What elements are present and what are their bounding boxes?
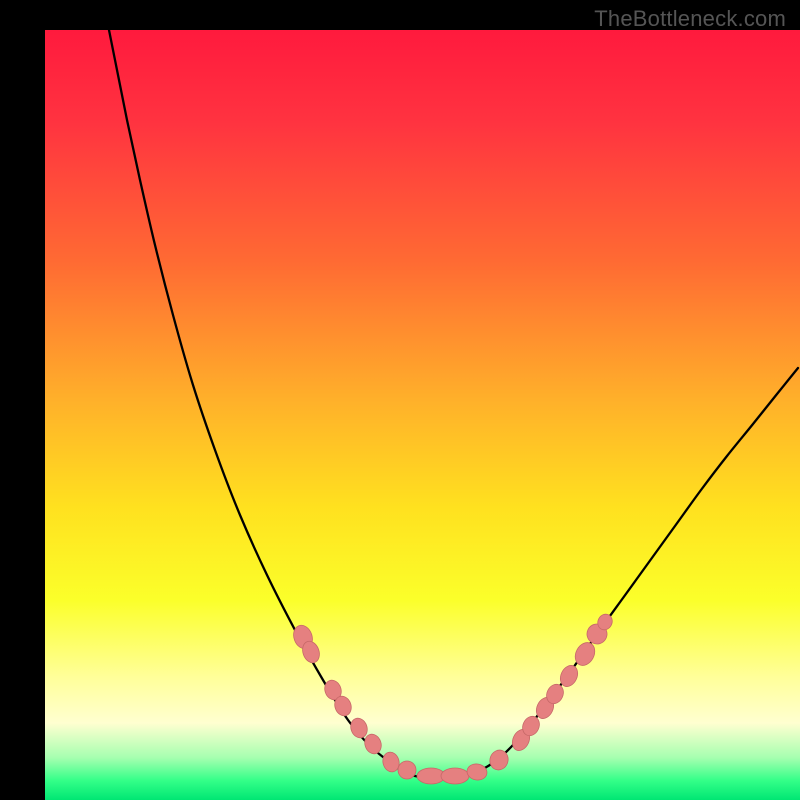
bottleneck-curve	[109, 30, 798, 778]
curve-marker	[441, 768, 469, 784]
curve-markers	[290, 612, 614, 784]
curve-marker	[398, 761, 416, 779]
plot-area	[45, 30, 800, 800]
watermark-text: TheBottleneck.com	[594, 6, 786, 32]
chart-overlay	[45, 30, 800, 800]
curve-marker	[466, 762, 488, 781]
